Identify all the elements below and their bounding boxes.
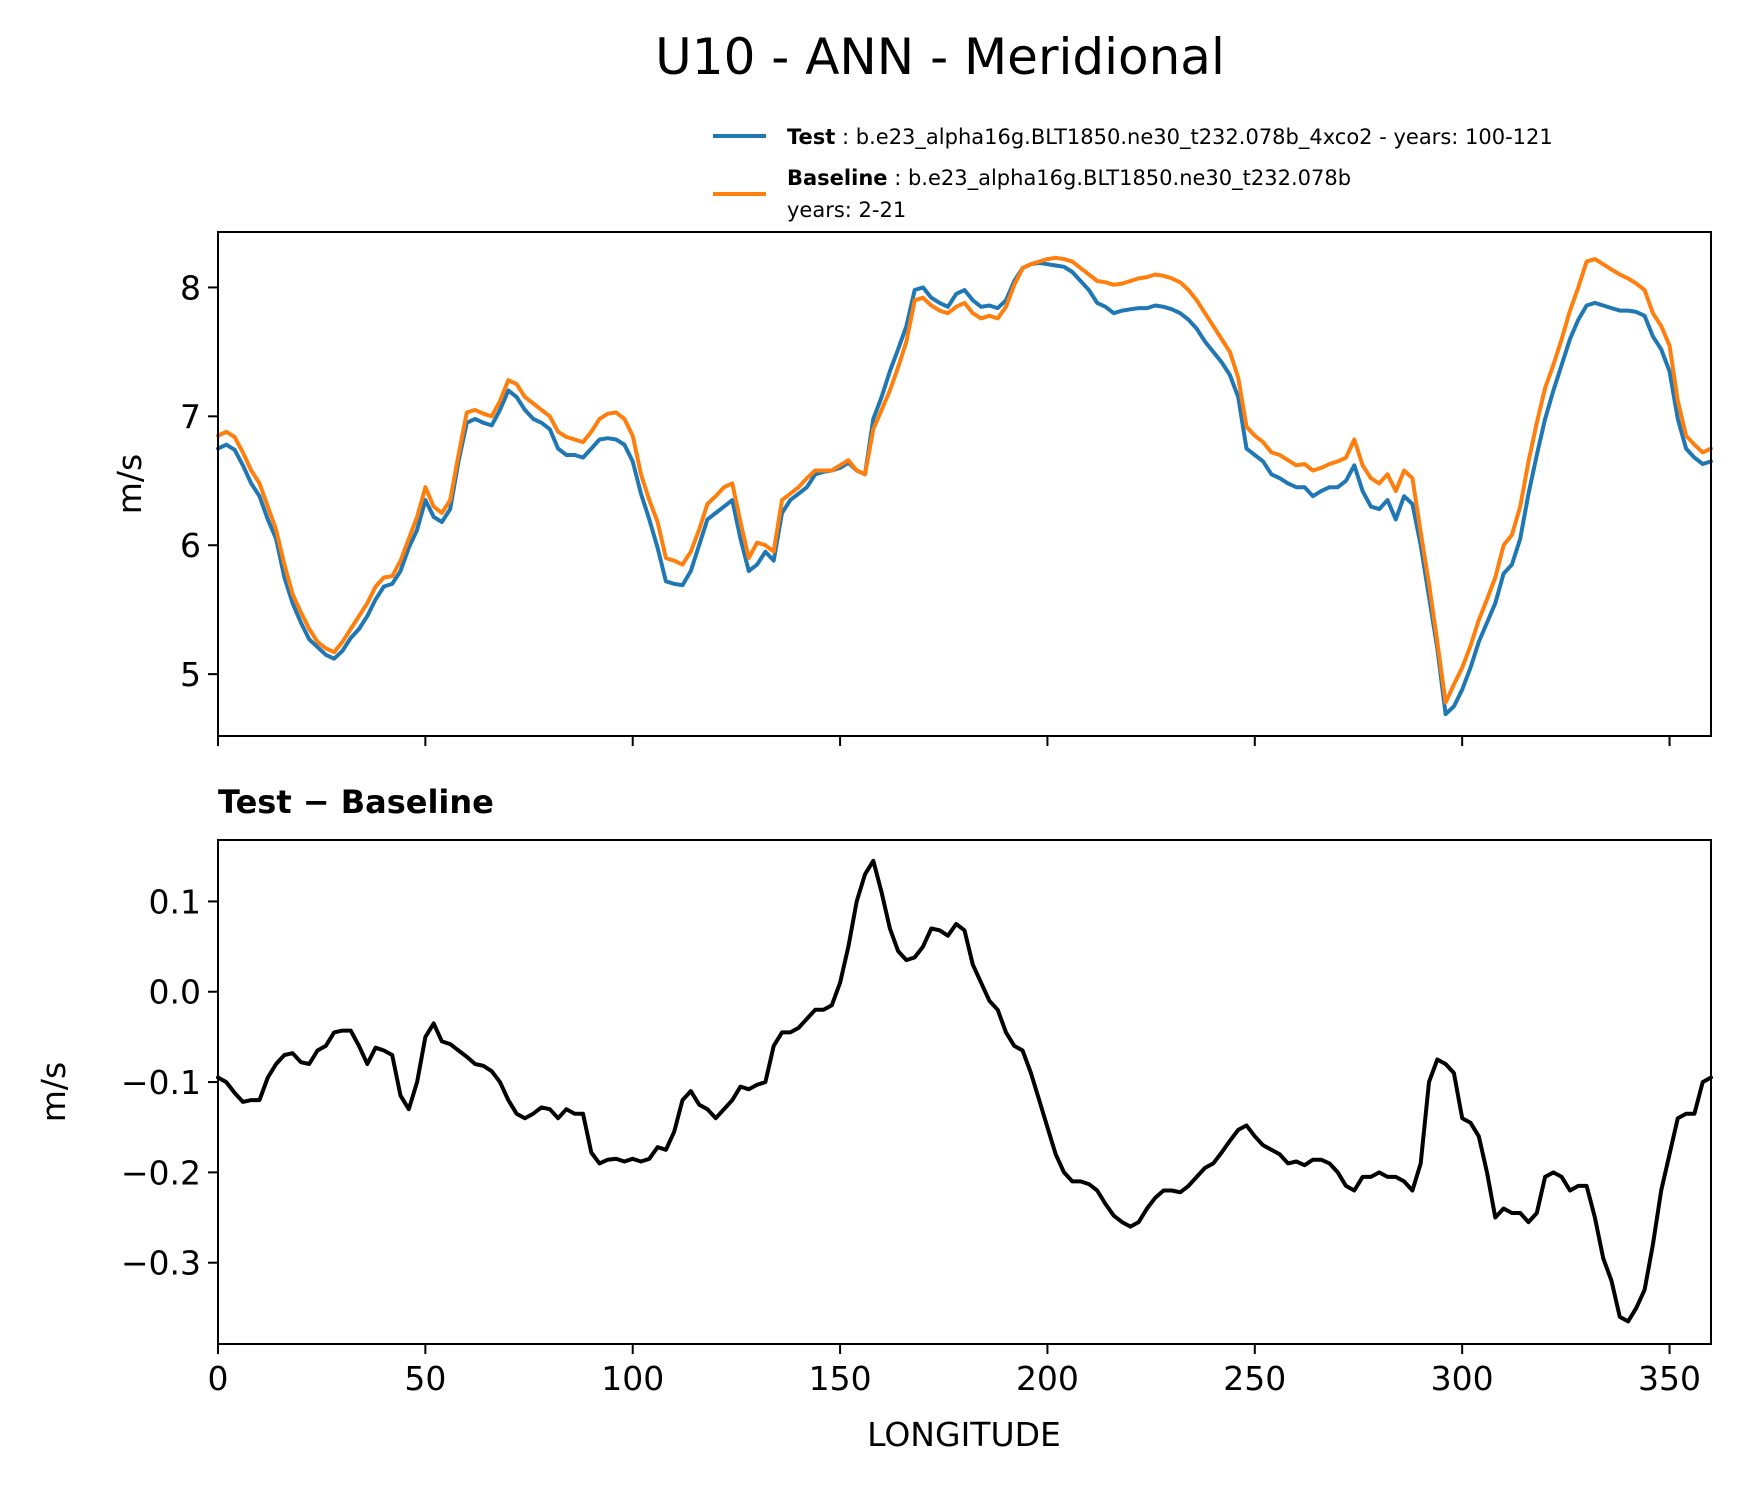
legend-baseline-name: Baseline [787,166,888,190]
top-y-tick-label: 8 [180,268,201,307]
bottom-y-tick-label: −0.3 [121,1244,201,1283]
legend-test-entry: Test : b.e23_alpha16g.BLT1850.ne30_t232.… [787,125,1553,150]
bottom-x-tick-label: 100 [601,1359,664,1398]
bottom-panel-frame [217,839,1712,1345]
bottom-x-tick-label: 250 [1223,1359,1286,1398]
legend-test-text: b.e23_alpha16g.BLT1850.ne30_t232.078b_4x… [856,125,1553,150]
top-panel-y-axis-label: m/s [110,454,149,514]
bottom-x-tick-label: 0 [208,1359,229,1398]
bottom-panel: Test − Baseline 0.1 0.0 −0.1 −0.2 −0.3 0 50 10… [34,783,1713,1454]
legend-baseline-years: years: 2-21 [787,198,906,222]
top-panel-x-ticks [217,736,1671,746]
bottom-x-tick-label: 150 [809,1359,872,1398]
bottom-y-tick-label: 0.1 [149,882,201,921]
bottom-panel-title: Test − Baseline [218,783,494,821]
bottom-y-tick-label: −0.2 [121,1153,201,1192]
bottom-y-tick-label: −0.1 [121,1063,201,1102]
legend-test-separator: : [835,125,855,149]
figure-title: U10 - ANN - Meridional [655,28,1225,86]
bottom-x-tick-label: 350 [1638,1359,1701,1398]
legend-baseline-entry: Baseline : b.e23_alpha16g.BLT1850.ne30_t… [787,166,1351,191]
bottom-panel-series [216,858,1713,1324]
legend-test-name: Test [787,125,835,149]
bottom-panel-x-ticks: 0 50 100 150 200 250 300 350 [208,1344,1701,1398]
top-y-tick-label: 7 [180,397,201,436]
legend-baseline-text: b.e23_alpha16g.BLT1850.ne30_t232.078b [908,166,1351,191]
top-panel-series [216,255,1713,717]
top-y-tick-label: 6 [180,526,201,565]
top-series-baseline-line [216,255,1713,705]
bottom-x-tick-label: 50 [404,1359,446,1398]
legend-baseline-separator: : [888,166,908,190]
bottom-y-tick-label: 0.0 [149,973,201,1012]
bottom-x-tick-label: 300 [1431,1359,1494,1398]
x-axis-label: LONGITUDE [867,1415,1061,1454]
bottom-series-difference-line [216,858,1713,1324]
top-panel-y-ticks: 5 6 7 8 [180,268,218,694]
bottom-x-tick-label: 200 [1016,1359,1079,1398]
top-panel-frame [217,231,1712,737]
bottom-panel-y-axis-label: m/s [34,1062,73,1122]
top-panel: 5 6 7 8 m/s [110,231,1713,746]
bottom-panel-y-ticks: 0.1 0.0 −0.1 −0.2 −0.3 [121,882,218,1283]
top-y-tick-label: 5 [180,655,201,694]
legend: Test : b.e23_alpha16g.BLT1850.ne30_t232.… [713,125,1553,222]
